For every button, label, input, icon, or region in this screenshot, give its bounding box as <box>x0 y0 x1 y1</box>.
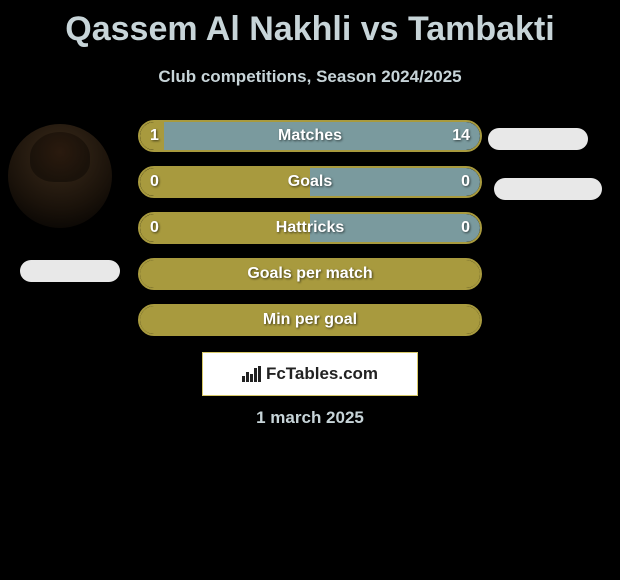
player2-avatar-pill <box>488 128 588 150</box>
stat-right-value: 14 <box>452 127 470 145</box>
date-label: 1 march 2025 <box>256 408 364 428</box>
stat-label: Hattricks <box>276 219 344 237</box>
chart-icon <box>242 366 262 382</box>
stat-bar: 0 0 Goals <box>138 166 482 198</box>
stat-right-value: 0 <box>461 219 470 237</box>
player1-name-pill <box>20 260 120 282</box>
stat-bar: Min per goal <box>138 304 482 336</box>
stat-left-value: 0 <box>150 219 159 237</box>
stat-label: Matches <box>278 127 342 145</box>
stat-bar: 0 0 Hattricks <box>138 212 482 244</box>
stat-label: Min per goal <box>263 311 357 329</box>
brand-text: FcTables.com <box>266 364 378 384</box>
stat-label: Goals per match <box>247 265 372 283</box>
subtitle: Club competitions, Season 2024/2025 <box>0 67 620 87</box>
stat-bar: 1 14 Matches <box>138 120 482 152</box>
stat-left-value: 0 <box>150 173 159 191</box>
player2-name-pill <box>494 178 602 200</box>
stat-bar: Goals per match <box>138 258 482 290</box>
stat-bars: 1 14 Matches 0 0 Goals 0 0 Hattricks Goals per ma… <box>138 120 482 350</box>
page-title: Qassem Al Nakhli vs Tambakti <box>0 0 620 49</box>
stat-right-value: 0 <box>461 173 470 191</box>
stat-label: Goals <box>288 173 332 191</box>
brand-badge: FcTables.com <box>202 352 418 396</box>
player1-avatar <box>8 124 112 228</box>
stat-left-value: 1 <box>150 127 159 145</box>
